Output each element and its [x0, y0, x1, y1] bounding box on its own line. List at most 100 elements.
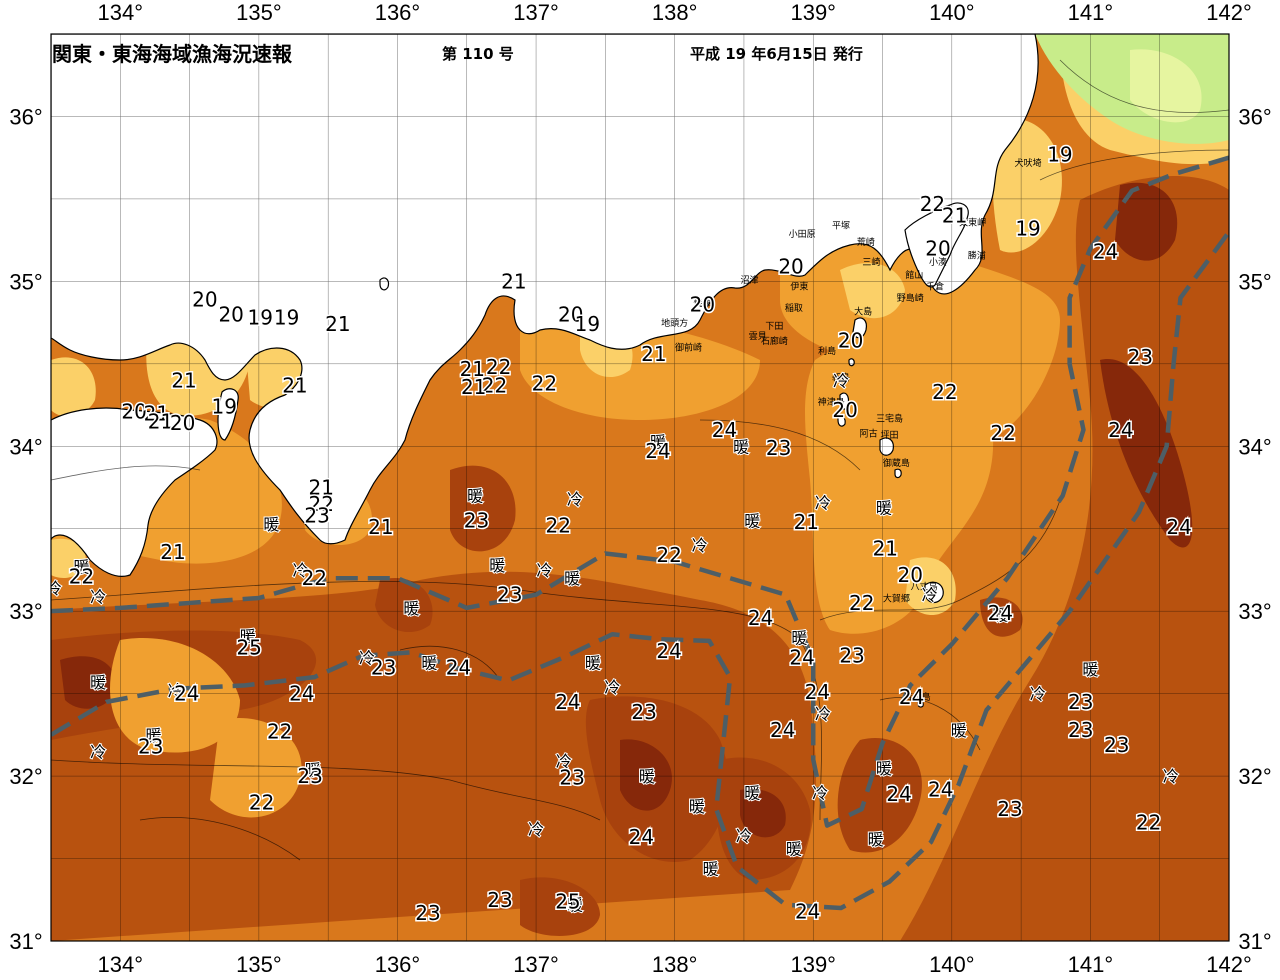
warm-eddy-mark: 暖 — [689, 797, 705, 816]
cold-north-zone — [1130, 49, 1202, 123]
very-warm-zone — [1115, 182, 1178, 261]
sst-label: 22 — [656, 543, 681, 567]
lat-tick-right: 31° — [1238, 929, 1271, 954]
place-name: 荒崎 — [857, 236, 875, 248]
sst-label: 24 — [629, 825, 654, 849]
place-name: 小田原 — [789, 229, 816, 240]
sst-label: 21 — [461, 375, 486, 399]
sst-label: 21 — [460, 357, 485, 381]
sst-label: 24 — [886, 782, 911, 806]
warm-eddy-mark: 暖 — [876, 759, 892, 778]
hachijo-island — [924, 581, 944, 604]
warm-eddy-mark: 暖 — [703, 859, 719, 878]
cold-eddy-mark: 冷 — [292, 561, 308, 580]
lon-tick-top: 134° — [98, 0, 144, 25]
lon-tick-bottom: 138° — [652, 952, 698, 977]
kuroshio-axis-line — [51, 155, 1229, 828]
sst-label: 20 — [838, 329, 863, 353]
sst-label: 24 — [645, 439, 670, 463]
lon-tick-bottom: 135° — [236, 952, 282, 977]
lat-tick-left: 33° — [9, 599, 42, 624]
warm-eddy-mark: 暖 — [733, 437, 749, 456]
coastal-cool-zone — [840, 262, 905, 319]
place-name: 石廊崎 — [761, 335, 788, 347]
warm-eddy-mark: 暖 — [564, 569, 580, 588]
lat-tick-left: 34° — [9, 434, 42, 459]
sst-label: 20 — [898, 563, 923, 587]
sst-label: 23 — [1128, 345, 1153, 369]
bulletin-title: 関東・東海海域漁海況速報 — [52, 42, 292, 66]
lat-tick-left: 36° — [9, 104, 42, 129]
place-name: 館山 — [905, 269, 923, 281]
sst-label: 24 — [748, 606, 773, 630]
place-name: 千倉 — [926, 281, 944, 293]
place-name: 新島 — [832, 371, 850, 383]
issue-number: 第 110 号 — [442, 45, 514, 63]
place-name: 大島 — [854, 305, 872, 317]
lat-tick-right: 36° — [1238, 104, 1271, 129]
sst-label: 22 — [932, 380, 957, 404]
aogashima-island — [917, 700, 924, 708]
sst-label: 20 — [925, 236, 950, 260]
lon-tick-top: 141° — [1068, 0, 1114, 25]
sst-label: 24 — [1166, 515, 1191, 539]
place-name: 御前崎 — [675, 342, 702, 354]
sst-label: 22 — [920, 192, 945, 216]
lon-tick-top: 137° — [513, 0, 559, 25]
place-name: 御蔵島 — [883, 457, 910, 469]
sst-label: 23 — [997, 797, 1022, 821]
place-name: 神津島 — [818, 396, 845, 408]
kozu-island — [837, 415, 846, 427]
toshima-island — [848, 358, 855, 367]
place-name: 三宅島 — [876, 413, 903, 425]
cold-eddy-mark: 冷 — [359, 648, 375, 667]
sst-label: 23 — [371, 655, 396, 679]
place-name: 沼津 — [740, 275, 758, 286]
sst-label: 24 — [1108, 418, 1133, 442]
coastal-cool-zone — [992, 118, 1062, 253]
sst-label: 20 — [121, 400, 146, 424]
mikura-island — [894, 468, 902, 479]
cold-eddy-mark: 冷 — [46, 579, 62, 598]
cold-eddy-mark: 冷 — [90, 587, 106, 606]
sst-label: 24 — [795, 899, 820, 923]
sst-label: 20 — [778, 255, 803, 279]
warm-water-zone — [520, 877, 600, 936]
sst-label: 24 — [656, 639, 681, 663]
very-warm-zone — [60, 656, 116, 709]
sst-label: 22 — [309, 492, 334, 516]
lon-tick-bottom: 140° — [929, 952, 975, 977]
sst-label: 21 — [641, 342, 666, 366]
sst-label: 19 — [212, 395, 237, 419]
lat-tick-left: 31° — [9, 929, 42, 954]
cold-eddy-mark: 冷 — [536, 561, 552, 580]
lon-tick-top: 139° — [790, 0, 836, 25]
warm-eddy-mark: 暖 — [90, 673, 106, 692]
sst-label: 19 — [1015, 217, 1040, 241]
issue-date: 平成 19 年6月15日 発行 — [690, 45, 863, 63]
cold-eddy-mark: 冷 — [1163, 767, 1179, 786]
place-name: 稲取 — [785, 302, 803, 314]
place-name: 八丈島 — [911, 581, 938, 593]
lon-tick-bottom: 136° — [375, 952, 421, 977]
sst-label: 22 — [990, 421, 1015, 445]
warm-eddy-mark: 暖 — [639, 767, 655, 786]
coastal-cool-zone — [51, 357, 96, 417]
sst-label: 22 — [546, 513, 571, 537]
warm-eddy-mark: 暖 — [403, 599, 419, 618]
niijima-island — [839, 392, 850, 410]
cold-eddy-mark: 冷 — [567, 490, 583, 509]
sst-label: 21 — [942, 203, 967, 227]
sst-label: 21 — [148, 410, 173, 434]
cold-eddy-mark: 冷 — [604, 678, 620, 697]
warm-eddy-mark: 暖 — [240, 627, 256, 646]
place-name: 地頭方 — [661, 317, 688, 329]
miyake-island — [879, 437, 894, 456]
sst-label: 23 — [138, 734, 163, 758]
sst-label: 23 — [464, 508, 489, 532]
sst-label: 24 — [988, 601, 1013, 625]
place-name: 坪田 — [880, 430, 898, 441]
sst-label: 20 — [832, 398, 857, 422]
place-name: 下田 — [765, 321, 783, 332]
warm-water-zone — [375, 578, 433, 633]
